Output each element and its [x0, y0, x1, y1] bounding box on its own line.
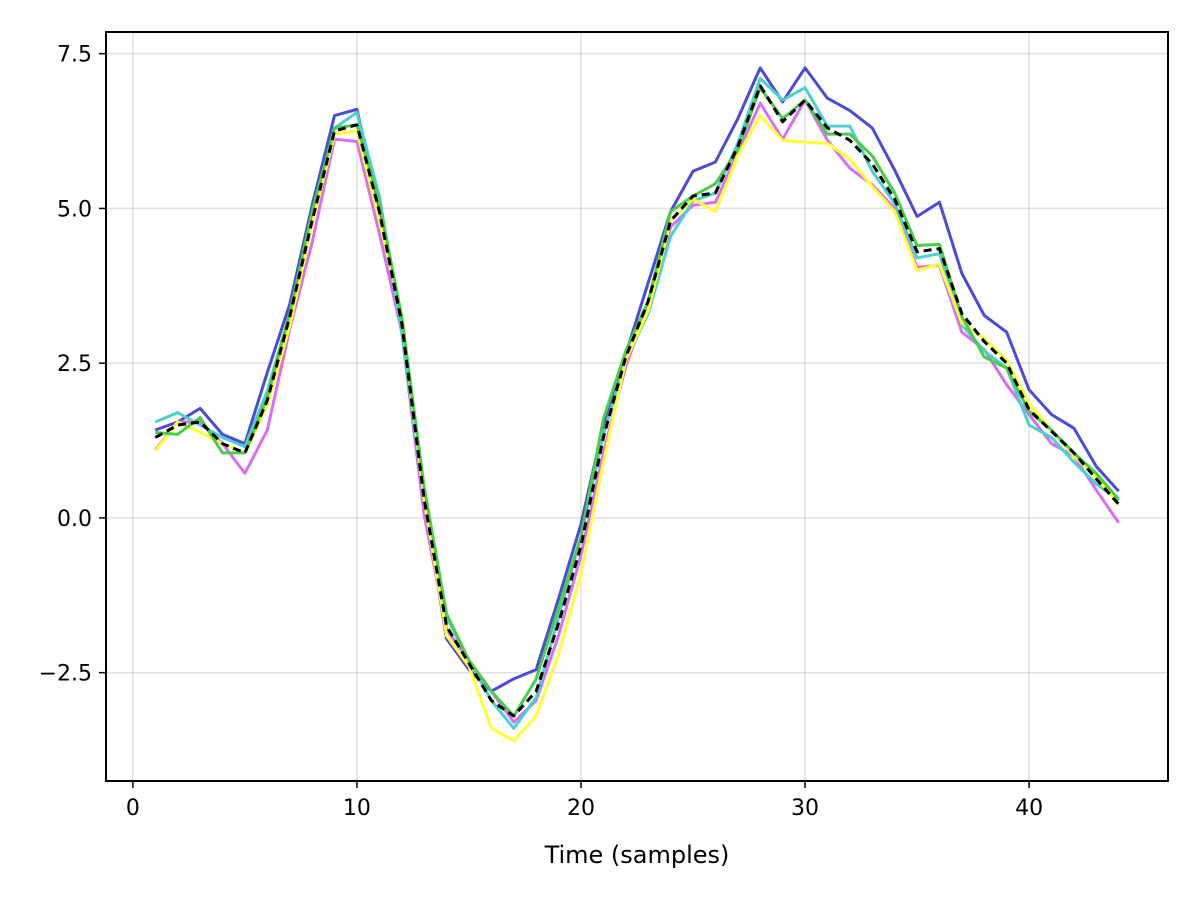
y-tick-label: 2.5 — [57, 352, 92, 377]
series-line-2 — [154, 98, 1120, 724]
y-tick-label: 5.0 — [57, 197, 92, 222]
y-axis: −2.5 0.0 2.5 5.0 7.5 — [39, 43, 106, 687]
series-layer — [154, 66, 1120, 743]
mean-line-dashed — [154, 84, 1120, 718]
series-line-1 — [154, 66, 1120, 693]
plot-frame — [105, 31, 1169, 782]
x-axis-label: Time (samples) — [544, 841, 730, 869]
x-tick-label: 0 — [126, 796, 140, 821]
x-tick-label: 10 — [343, 796, 371, 821]
series-line-4 — [154, 114, 1120, 743]
x-tick-label: 40 — [1015, 796, 1043, 821]
x-tick-label: 30 — [791, 796, 819, 821]
x-axis: 0 10 20 30 40 — [126, 781, 1043, 821]
x-tick-label: 20 — [567, 796, 595, 821]
y-tick-label: 7.5 — [57, 43, 92, 68]
y-tick-label: −2.5 — [39, 662, 92, 687]
series-line-3 — [154, 76, 1120, 730]
series-line-5 — [155, 86, 1120, 718]
y-tick-label: 0.0 — [57, 507, 92, 532]
